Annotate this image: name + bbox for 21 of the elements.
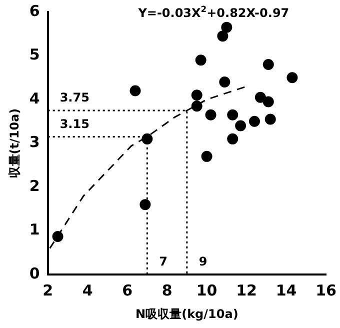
- y-axis-title: 収量(t/10a): [7, 108, 22, 178]
- x-tick-label: 12: [236, 281, 257, 300]
- annotation: 3.75: [60, 90, 90, 105]
- y-tick-label: 5: [29, 46, 40, 64]
- y-tick-label: 0: [29, 264, 40, 282]
- annotation: 7: [159, 254, 168, 269]
- x-axis-title: N吸収量(kg/10a): [136, 306, 238, 321]
- x-tick-label: 14: [276, 281, 297, 300]
- y-tick-label: 3: [29, 133, 40, 152]
- x-tick-label: 2: [42, 281, 54, 300]
- annotation: 9: [198, 254, 208, 269]
- x-tick-label: 10: [196, 281, 218, 300]
- annotation: 3.15: [60, 116, 90, 131]
- y-tick-label: 6: [29, 2, 40, 20]
- y-tick-label: 2: [29, 176, 40, 195]
- x-tick-label: 6: [122, 281, 133, 300]
- x-tick-label: 4: [82, 281, 93, 300]
- y-tick-label: 4: [29, 89, 40, 108]
- x-tick-label: 8: [162, 281, 172, 300]
- y-tick-label: 1: [29, 220, 40, 239]
- x-tick-label: 16: [316, 281, 336, 300]
